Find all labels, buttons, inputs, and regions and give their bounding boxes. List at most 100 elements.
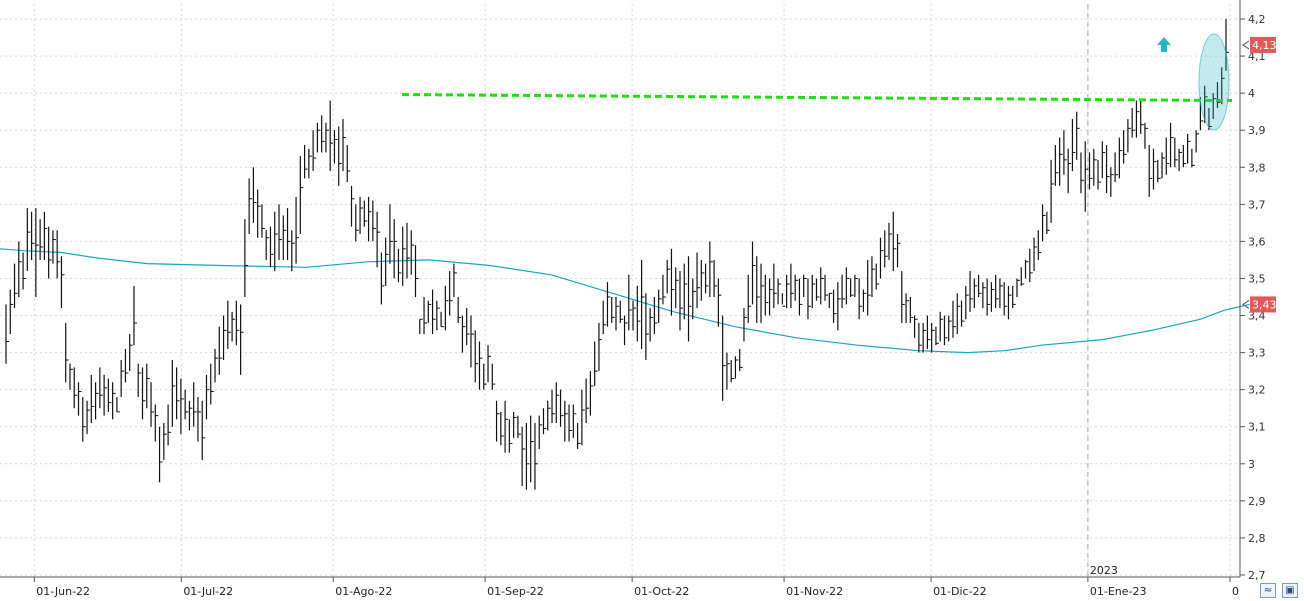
price-bar	[606, 282, 611, 327]
price-bar	[1212, 93, 1217, 120]
price-bar	[730, 360, 735, 383]
price-bar	[18, 241, 22, 297]
price-bar	[82, 397, 86, 442]
price-bar	[385, 237, 389, 286]
moving-average-badge-bg	[1250, 296, 1276, 313]
price-bar	[240, 304, 244, 375]
price-bar	[350, 185, 355, 227]
last-price-badge-bg	[1250, 36, 1276, 53]
price-bar	[909, 297, 914, 323]
price-bar	[461, 315, 466, 353]
price-bar	[704, 263, 709, 294]
price-bar	[709, 241, 713, 297]
y-tick-label: 4,2	[1248, 13, 1266, 26]
price-bar	[867, 259, 871, 316]
zoom-icon[interactable]: ≈	[1260, 583, 1276, 598]
price-bar	[39, 219, 44, 260]
price-bar	[1093, 148, 1097, 186]
price-bar	[747, 274, 752, 323]
price-bar	[457, 297, 462, 323]
grid-lines	[0, 4, 1240, 577]
price-bar	[926, 315, 931, 349]
price-bar	[453, 263, 457, 297]
price-bar	[589, 371, 594, 416]
price-bar	[427, 300, 432, 323]
price-bar	[751, 241, 756, 305]
price-bar	[274, 211, 278, 272]
price-bar	[470, 315, 474, 368]
price-bar	[466, 308, 470, 346]
x-tick-label: 01-Jun-22	[36, 585, 90, 598]
price-bar	[188, 400, 193, 431]
price-bar	[815, 278, 820, 301]
price-bar	[508, 419, 513, 453]
price-bar	[666, 259, 671, 294]
price-bar	[1067, 148, 1072, 194]
price-bar	[990, 282, 995, 312]
price-bar	[397, 248, 402, 283]
price-bar	[615, 297, 619, 331]
price-bar	[141, 367, 146, 420]
price-bar	[436, 300, 440, 331]
price-bar	[1216, 82, 1221, 108]
price-bar	[594, 341, 598, 386]
price-bar	[372, 200, 376, 242]
price-bar	[286, 208, 291, 260]
price-bar	[756, 256, 760, 323]
y-tick-label: 4,1	[1248, 50, 1266, 63]
price-bar	[478, 341, 483, 390]
price-bar	[402, 226, 406, 286]
save-icon[interactable]: ▣	[1282, 583, 1298, 598]
price-bar	[845, 267, 850, 305]
price-bar	[1063, 130, 1067, 175]
price-bar	[133, 285, 137, 346]
moving-average-badge-label: 3,43	[1252, 298, 1277, 311]
y-tick-label: 2,7	[1248, 569, 1266, 582]
price-bar	[107, 378, 112, 412]
price-bar	[768, 278, 773, 316]
price-bar	[1037, 230, 1042, 260]
price-bar	[295, 196, 300, 264]
price-bar	[414, 245, 419, 297]
price-bar	[790, 263, 794, 309]
price-bar	[922, 322, 927, 353]
price-bar	[559, 389, 564, 427]
price-bar	[1174, 137, 1178, 168]
price-bar	[734, 356, 739, 379]
price-bar	[1029, 248, 1033, 283]
price-bar	[52, 230, 56, 264]
y-tick-label: 2,8	[1248, 532, 1266, 545]
price-bar	[717, 278, 722, 327]
price-bar	[201, 400, 206, 461]
price-badges-layer: 4,13 3,43	[1242, 36, 1277, 313]
x-tick-label: 01-Nov-22	[786, 585, 843, 598]
y-tick-label: 3,1	[1248, 421, 1266, 434]
price-bar	[321, 115, 325, 153]
y-tick-label: 3,6	[1248, 235, 1266, 248]
price-bar	[683, 263, 688, 320]
price-bar	[1046, 211, 1050, 234]
price-bar	[1105, 145, 1110, 194]
price-bar	[1191, 148, 1195, 168]
price-bar	[530, 415, 534, 483]
price-bar	[116, 397, 120, 413]
price-bar	[555, 382, 560, 424]
price-bar	[304, 145, 308, 179]
last-price-badge-label: 4,13	[1252, 39, 1277, 52]
price-bar	[1182, 145, 1187, 168]
price-bar	[120, 360, 125, 398]
price-bar	[1003, 282, 1008, 316]
price-bar	[875, 263, 880, 290]
price-bar	[235, 300, 240, 346]
moving-average-layer	[0, 248, 1250, 354]
price-bar	[1118, 137, 1123, 179]
price-bar	[658, 289, 662, 323]
price-bar	[316, 122, 321, 153]
price-bar	[26, 208, 31, 272]
price-bar	[30, 211, 35, 260]
price-bar	[696, 252, 701, 309]
price-bar	[794, 274, 799, 301]
price-bar	[176, 367, 180, 420]
price-bar	[495, 400, 500, 442]
x-tick-label: 01-Ago-22	[335, 585, 392, 598]
